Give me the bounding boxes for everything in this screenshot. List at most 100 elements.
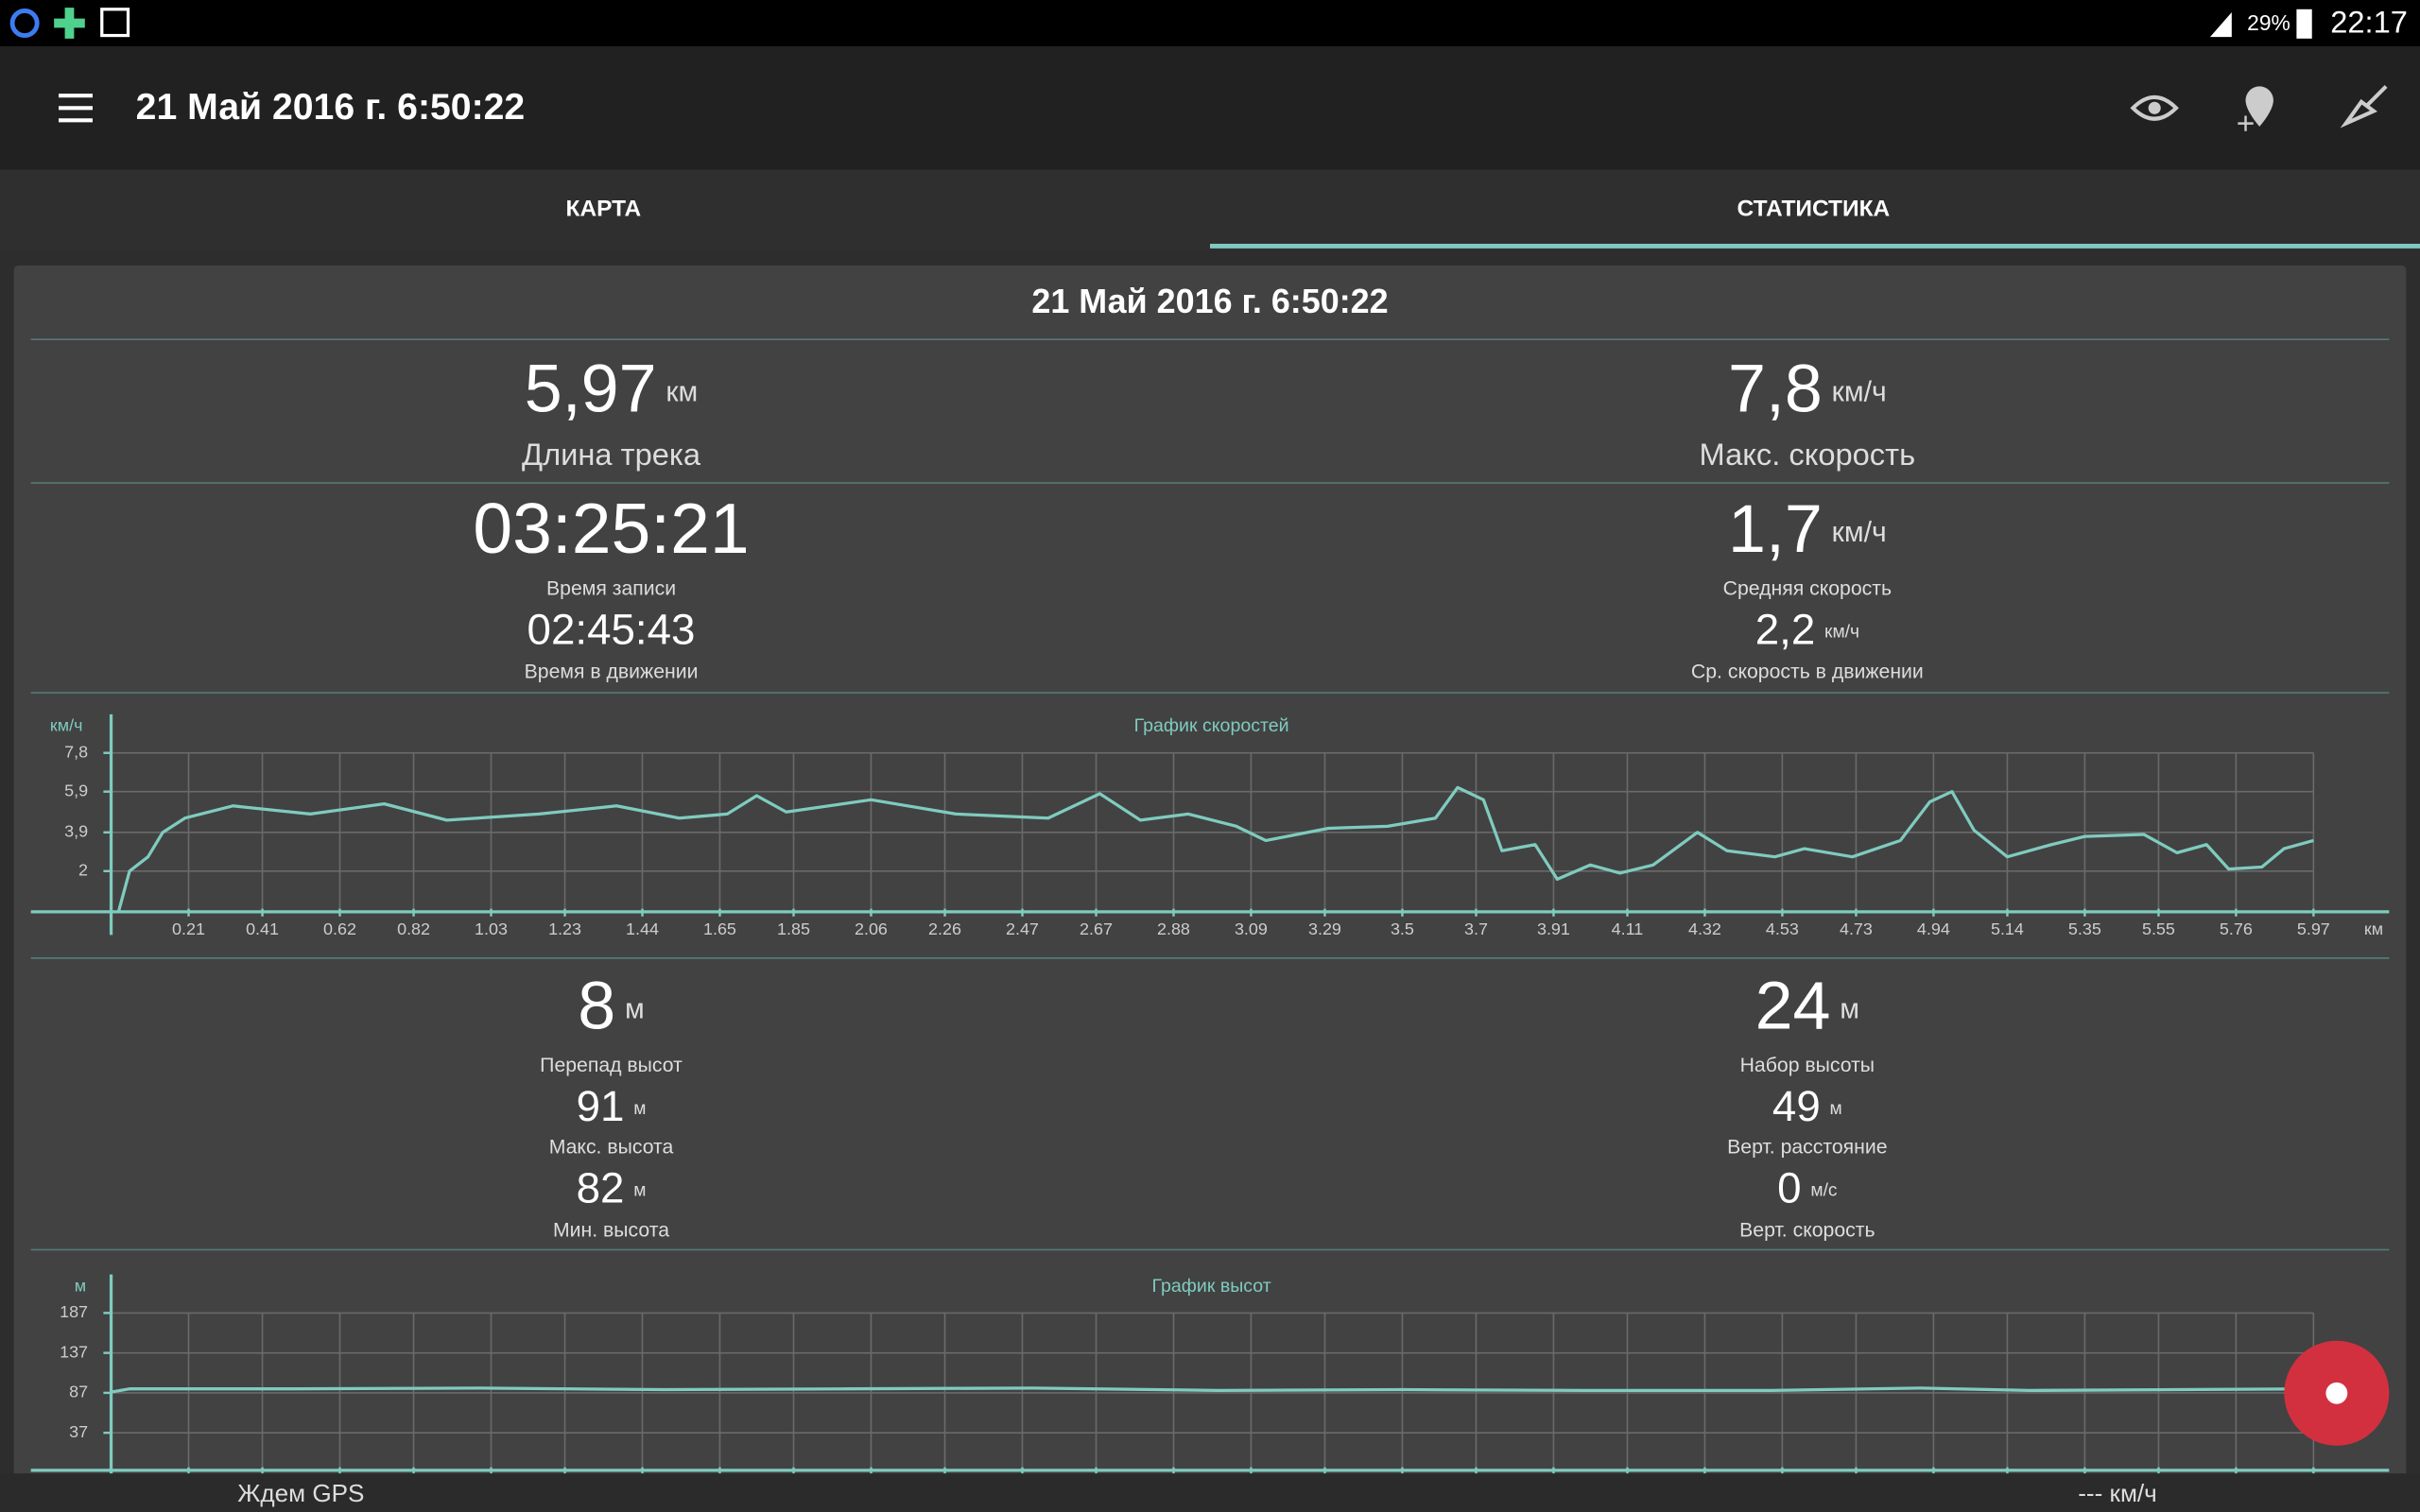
status-icon <box>100 8 130 38</box>
gps-status: Ждем GPS <box>237 1479 364 1507</box>
x-tick-label: 5.97 <box>2297 919 2330 938</box>
x-tick-label: 5.55 <box>2142 919 2175 938</box>
status-bar <box>0 0 2420 46</box>
bottom-bar <box>0 1473 2420 1512</box>
x-tick-label: 5.35 <box>2068 919 2101 938</box>
x-tick-label: 1.03 <box>475 919 508 938</box>
value: 24 <box>1755 968 1831 1043</box>
x-tick-label: 0.21 <box>172 919 205 938</box>
tab-bar <box>0 169 2420 250</box>
menu-button[interactable] <box>59 94 93 123</box>
clear-button[interactable] <box>2340 84 2388 129</box>
status-icon <box>54 8 85 39</box>
stat-label: Макс. высота <box>549 1136 674 1158</box>
stat-value: 2,2 км/ч <box>1755 605 1859 653</box>
app-bar <box>0 45 2420 170</box>
x-tick-label: 2.26 <box>928 919 961 938</box>
y-tick-label: 2 <box>78 861 88 880</box>
clock: 22:17 <box>2330 5 2408 40</box>
stat-label: Длина трека <box>522 437 701 472</box>
x-tick-label: 4.94 <box>1917 919 1950 938</box>
tab[interactable]: СТАТИСТИКА <box>1737 197 1891 222</box>
battery-text: 29% <box>2247 10 2290 35</box>
y-tick-label: 87 <box>69 1383 88 1401</box>
x-tick-label: 5.76 <box>2220 919 2253 938</box>
stat-label: Средняя скорость <box>1723 577 1892 599</box>
stat-label: Ср. скорость в движении <box>1691 661 1924 682</box>
x-tick-label: 5.14 <box>1991 919 2024 938</box>
unit: м <box>1830 1099 1842 1119</box>
stat-label: Перепад высот <box>540 1055 683 1076</box>
y-tick-label: 3,9 <box>64 822 88 841</box>
unit: км/ч <box>1832 376 1887 407</box>
eye-button[interactable] <box>2130 94 2179 121</box>
value: 02:45:43 <box>527 605 696 653</box>
chart-title: График высот <box>1152 1276 1271 1297</box>
stat-value: 7,8 км/ч <box>1728 351 1887 426</box>
chart-title: График скоростей <box>1134 715 1289 736</box>
x-tick-label: 1.65 <box>703 919 736 938</box>
tab-indicator <box>1210 243 2420 249</box>
value: 91 <box>577 1082 625 1130</box>
battery-icon <box>2296 9 2312 39</box>
x-tick-label: 3.29 <box>1308 919 1341 938</box>
stat-label: Набор высоты <box>1740 1055 1875 1076</box>
x-tick-label: 0.62 <box>323 919 356 938</box>
x-tick-label: 2.47 <box>1006 919 1039 938</box>
status-icon <box>9 8 40 38</box>
x-tick-label: 1.44 <box>626 919 659 938</box>
data-line <box>116 785 2314 913</box>
stat-value: 5,97 км <box>525 351 699 426</box>
value: 49 <box>1772 1082 1821 1130</box>
card-title: 21 Май 2016 г. 6:50:22 <box>1031 282 1388 320</box>
x-tick-label: 0.41 <box>246 919 279 938</box>
x-tick-label: 0.82 <box>397 919 430 938</box>
unit: м/с <box>1810 1180 1838 1200</box>
unit: км <box>666 376 698 407</box>
unit: м <box>1840 993 1859 1024</box>
x-tick-label: 1.85 <box>777 919 810 938</box>
app-title: 21 Май 2016 г. 6:50:22 <box>136 87 526 128</box>
unit: м <box>633 1180 646 1200</box>
stat-value: 82 м <box>577 1163 647 1211</box>
stat-label: Мин. высота <box>553 1219 669 1241</box>
x-unit: км <box>2364 919 2383 938</box>
y-tick-label: 187 <box>60 1302 88 1321</box>
stat-value: 24 м <box>1755 968 1859 1043</box>
x-tick-label: 4.32 <box>1688 919 1721 938</box>
y-tick-label: 7,8 <box>64 742 88 761</box>
tab[interactable]: КАРТА <box>566 197 642 222</box>
value: 03:25:21 <box>473 489 749 568</box>
stat-label: Верт. расстояние <box>1727 1136 1887 1158</box>
value: 82 <box>577 1163 625 1211</box>
x-tick-label: 1.23 <box>548 919 581 938</box>
y-unit: км/ч <box>50 716 83 735</box>
value: 2,2 <box>1755 605 1816 653</box>
x-tick-label: 2.06 <box>855 919 888 938</box>
x-tick-label: 4.53 <box>1766 919 1799 938</box>
x-tick-label: 2.88 <box>1157 919 1190 938</box>
record-dot <box>2325 1382 2348 1404</box>
x-tick-label: 3.09 <box>1235 919 1268 938</box>
stat-value: 03:25:21 <box>473 489 749 568</box>
stat-value: 91 м <box>577 1082 647 1130</box>
x-tick-label: 4.11 <box>1612 919 1644 938</box>
y-tick-label: 137 <box>60 1342 88 1361</box>
value: 1,7 <box>1728 491 1823 567</box>
unit: м <box>625 993 645 1024</box>
current-speed: --- км/ч <box>2078 1479 2157 1507</box>
card <box>13 265 2407 1500</box>
add-point-button[interactable] <box>2238 86 2273 131</box>
x-tick-label: 3.7 <box>1464 919 1488 938</box>
unit: км/ч <box>1832 517 1887 548</box>
stat-label: Время записи <box>546 577 676 599</box>
stat-value: 0 м/с <box>1777 1163 1838 1211</box>
y-unit: м <box>75 1276 86 1295</box>
x-tick-label: 4.73 <box>1840 919 1873 938</box>
y-tick-label: 37 <box>69 1422 88 1441</box>
data-line <box>111 1386 2314 1394</box>
stat-value: 02:45:43 <box>527 605 696 653</box>
